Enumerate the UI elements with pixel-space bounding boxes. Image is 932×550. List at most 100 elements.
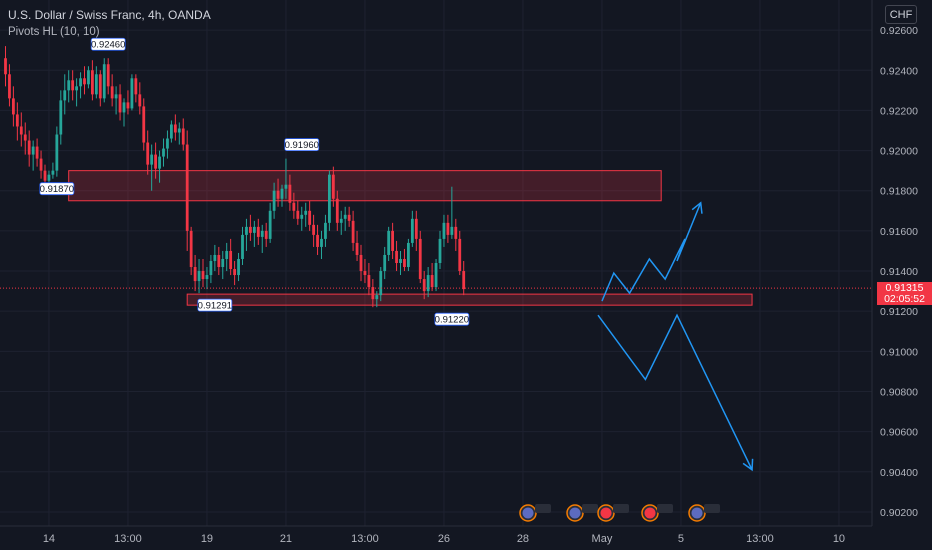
- candle-body: [245, 226, 248, 235]
- time-tick-label: 14: [43, 533, 55, 545]
- candle: [288, 174, 292, 211]
- candle: [79, 72, 82, 99]
- candle-body: [272, 190, 276, 211]
- price-tick-label: 0.90600: [880, 427, 918, 439]
- candle-body: [395, 250, 398, 263]
- time-tick-label: 21: [280, 533, 292, 545]
- price-axis-panel[interactable]: [872, 0, 932, 526]
- candle-body: [142, 106, 146, 143]
- candle: [31, 140, 35, 171]
- time-axis-panel[interactable]: [0, 526, 932, 550]
- candle-body: [98, 74, 102, 99]
- candle: [276, 178, 280, 207]
- candle: [94, 66, 98, 99]
- candle: [312, 214, 315, 247]
- candle: [75, 78, 78, 107]
- pivot-label: 0.91870: [39, 182, 75, 195]
- candle-body: [418, 238, 422, 280]
- candle: [249, 214, 252, 241]
- candle: [371, 279, 375, 308]
- pivot-label-box: [434, 312, 470, 326]
- candle: [4, 46, 7, 87]
- economic-events[interactable]: [519, 504, 720, 522]
- candle: [343, 206, 347, 231]
- candle-body: [276, 190, 280, 199]
- candle-body: [130, 78, 134, 109]
- last-price-value: 0.91315: [885, 282, 924, 294]
- candle: [209, 254, 213, 284]
- candle-body: [284, 184, 288, 189]
- candle: [162, 138, 165, 167]
- indicator-legend[interactable]: Pivots HL (10, 10): [8, 26, 100, 38]
- candle: [12, 86, 15, 127]
- candle: [458, 230, 462, 276]
- candle: [237, 252, 240, 282]
- candle: [387, 226, 391, 261]
- event-count-icon: [657, 504, 673, 513]
- candle: [418, 230, 422, 284]
- candle-body: [359, 254, 363, 272]
- candle: [173, 114, 177, 141]
- candle-body: [256, 226, 260, 237]
- candle-body: [371, 287, 375, 300]
- flag-icon: [522, 507, 534, 519]
- event-marker-icon: [688, 504, 720, 522]
- candle-body: [75, 86, 78, 91]
- candle-body: [122, 102, 126, 113]
- bearish-path-arrowhead: [742, 458, 754, 472]
- time-tick-label: May: [592, 533, 613, 545]
- candle-body: [324, 222, 327, 239]
- chart-header: U.S. Dollar / Swiss Franc, 4h, OANDA Piv…: [8, 7, 211, 41]
- candle-body: [166, 138, 169, 149]
- candle-body: [102, 64, 106, 99]
- candle: [114, 86, 118, 115]
- candle-body: [83, 78, 86, 85]
- candle-body: [264, 230, 268, 239]
- candle: [331, 166, 335, 207]
- candle: [197, 258, 201, 294]
- time-tick-label: 28: [517, 533, 529, 545]
- candle: [166, 130, 169, 159]
- candle: [181, 118, 185, 151]
- candle-body: [252, 226, 256, 233]
- candle: [399, 250, 402, 276]
- candle-body: [15, 114, 19, 127]
- candle-body: [399, 258, 402, 263]
- candle-body: [233, 269, 236, 276]
- price-tick-label: 0.92600: [880, 25, 918, 37]
- candle-body: [343, 214, 347, 219]
- candle: [27, 130, 31, 167]
- candle: [118, 84, 122, 121]
- price-tick-label: 0.91000: [880, 346, 918, 358]
- candle-body: [87, 70, 90, 85]
- candle-body: [19, 126, 23, 135]
- candle: [83, 66, 86, 95]
- candle: [67, 70, 71, 103]
- zone-resistance: [68, 170, 662, 202]
- price-tick-label: 0.91600: [880, 226, 918, 238]
- candle: [308, 200, 312, 231]
- candle-body: [351, 220, 355, 243]
- price-tick-label: 0.92000: [880, 146, 918, 158]
- candle: [185, 130, 189, 251]
- currency-button[interactable]: CHF: [885, 5, 917, 24]
- candle: [217, 246, 221, 276]
- candle: [142, 98, 146, 151]
- candle-body: [316, 234, 319, 247]
- flag-icon: [569, 507, 581, 519]
- candle-body: [12, 98, 15, 115]
- candle-body: [300, 214, 304, 219]
- candle: [403, 248, 406, 272]
- candle-body: [217, 254, 221, 268]
- candle-body: [4, 58, 7, 75]
- symbol-title[interactable]: U.S. Dollar / Swiss Franc, 4h, OANDA: [8, 8, 211, 22]
- candle: [106, 58, 110, 95]
- candle-body: [367, 275, 371, 288]
- event-count-icon: [613, 504, 629, 513]
- candle: [363, 258, 367, 284]
- candle: [110, 74, 114, 107]
- pivot-label: 0.92460: [90, 37, 126, 51]
- candle-body: [339, 218, 343, 223]
